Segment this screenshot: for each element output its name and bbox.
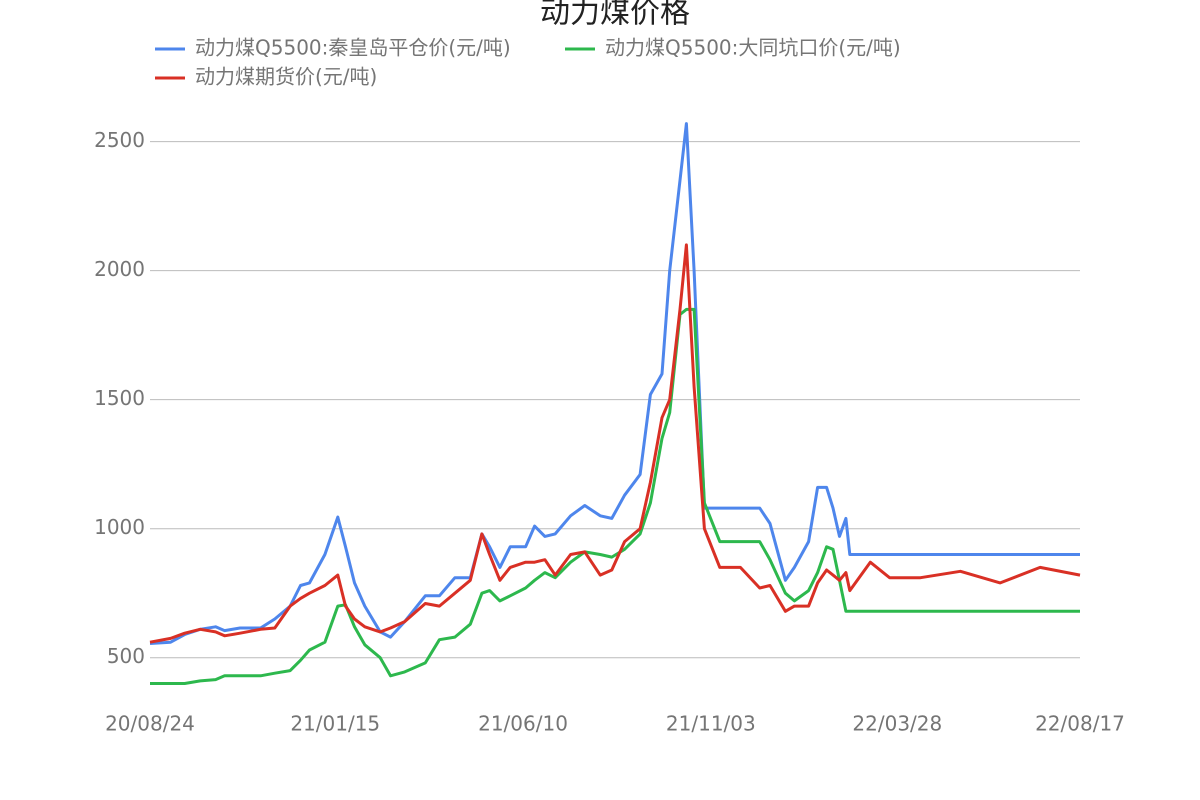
x-tick-label: 21/06/10 — [478, 712, 568, 736]
x-tick-label: 21/01/15 — [290, 712, 380, 736]
y-tick-label: 1500 — [94, 386, 145, 410]
legend-label: 动力煤Q5500:大同坑口价(元/吨) — [605, 36, 901, 60]
x-tick-label: 22/03/28 — [852, 712, 942, 736]
y-tick-label: 1000 — [94, 515, 145, 539]
series-line — [149, 243, 1081, 644]
legend-label: 动力煤期货价(元/吨) — [195, 65, 377, 89]
series-line — [150, 307, 1080, 685]
x-tick-label: 21/11/03 — [666, 712, 756, 736]
series-line — [149, 122, 1080, 645]
y-tick-label: 2000 — [94, 257, 145, 281]
y-tick-label: 500 — [107, 644, 145, 668]
x-tick-label: 20/08/24 — [105, 712, 195, 736]
legend-label: 动力煤Q5500:秦皇岛平仓价(元/吨) — [195, 36, 511, 60]
x-tick-label: 22/08/17 — [1035, 712, 1125, 736]
y-tick-label: 2500 — [94, 128, 145, 152]
chart-title: 动力煤价格 — [540, 0, 690, 31]
